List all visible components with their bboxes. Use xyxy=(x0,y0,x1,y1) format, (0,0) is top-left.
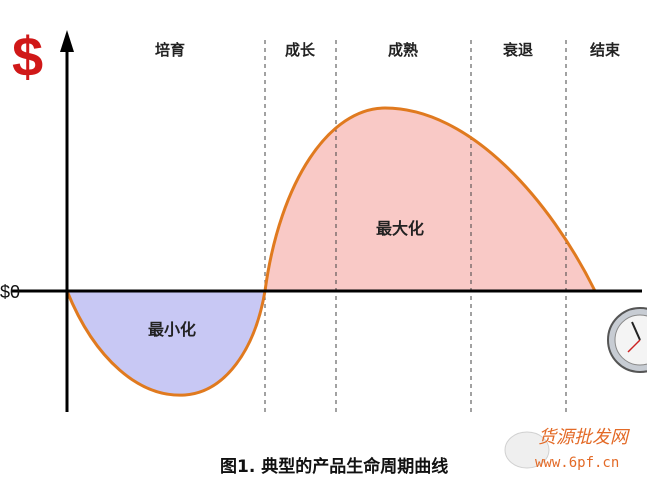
dollar-sign-icon: $ xyxy=(12,25,43,88)
zero-label: $0 xyxy=(0,282,20,302)
stage-introduction: 培育 xyxy=(155,41,185,59)
stage-growth: 成长 xyxy=(285,41,316,59)
y-axis-arrow-icon xyxy=(60,30,74,52)
svg-text:www.6pf.cn: www.6pf.cn xyxy=(535,455,619,471)
label-minimize: 最小化 xyxy=(148,320,196,339)
stage-decline: 衰退 xyxy=(502,41,533,59)
stage-end: 结束 xyxy=(590,41,621,59)
life-cycle-curve xyxy=(65,106,597,397)
figure-caption: 图1. 典型的产品生命周期曲线 xyxy=(220,456,448,477)
clock-icon xyxy=(607,307,647,373)
watermark: 货源批发网 www.6pf.cn xyxy=(504,427,630,471)
stage-maturity: 成熟 xyxy=(388,41,418,59)
negative-area xyxy=(67,291,265,396)
label-maximize: 最大化 xyxy=(376,219,424,238)
positive-area xyxy=(265,108,595,291)
svg-text:货源批发网: 货源批发网 xyxy=(538,427,630,448)
